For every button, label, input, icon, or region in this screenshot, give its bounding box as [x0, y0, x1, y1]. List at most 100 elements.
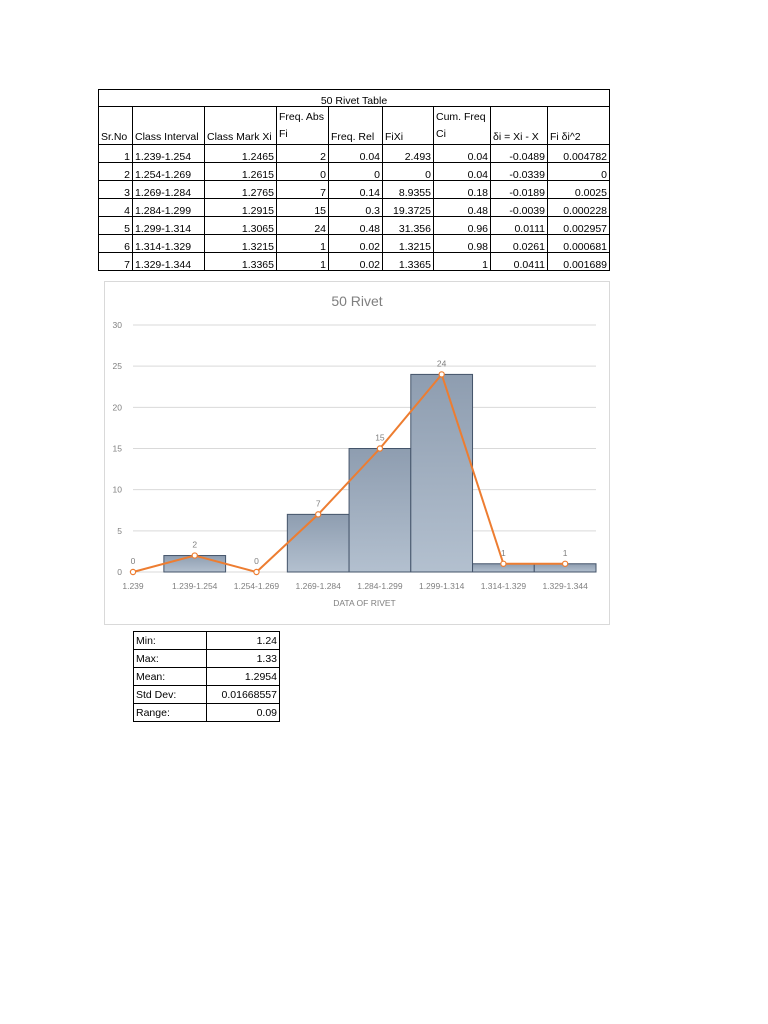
- table-cell: 0.18: [433, 180, 491, 199]
- table-cell: 1: [98, 144, 133, 163]
- frequency-point: [253, 568, 260, 576]
- table-cell: 1.2765: [204, 180, 277, 199]
- stats-row: Range: 0.09: [133, 703, 280, 722]
- table-cell: 5: [98, 216, 133, 235]
- stat-label: Min:: [133, 631, 207, 650]
- table-row: 5 1.299-1.314 1.3065 24 0.48 31.356 0.96 0.0111…: [98, 216, 610, 235]
- table-cell: 31.356: [382, 216, 434, 235]
- table-cell: 8.9355: [382, 180, 434, 199]
- table-cell: 0.0111: [490, 216, 548, 235]
- header-cum-freq: Cum. Freq Ci: [433, 106, 491, 145]
- table-cell: 0: [382, 162, 434, 181]
- table-cell: 1.3365: [382, 252, 434, 271]
- x-tick-label: 1.239-1.254: [172, 581, 218, 591]
- table-cell: 0.02: [328, 252, 383, 271]
- stat-label: Range:: [133, 703, 207, 722]
- table-cell: 0.0261: [490, 234, 548, 253]
- table-cell: 1.329-1.344: [132, 252, 205, 271]
- table-cell: 0.14: [328, 180, 383, 199]
- table-cell: 1.3365: [204, 252, 277, 271]
- x-tick-label: 1.239: [122, 581, 144, 591]
- table-cell: 0: [547, 162, 610, 181]
- table-cell: 0.001689: [547, 252, 610, 271]
- header-freq-rel: Freq. Rel: [328, 106, 383, 145]
- table-cell: -0.0489: [490, 144, 548, 163]
- frequency-polygon-line: [132, 372, 566, 574]
- stats-row: Mean: 1.2954: [133, 667, 280, 686]
- table-cell: 24: [276, 216, 329, 235]
- rivet-table: 50 Rivet Table Sr.No Class Interval Clas…: [98, 89, 610, 271]
- table-cell: 7: [98, 252, 133, 271]
- stats-row: Std Dev: 0.01668557: [133, 685, 280, 704]
- frequency-point: [376, 445, 384, 452]
- table-cell: 0.04: [328, 144, 383, 163]
- y-tick-label: 30: [113, 320, 123, 330]
- table-cell: 1.284-1.299: [132, 198, 205, 217]
- frequency-point: [314, 511, 322, 518]
- header-interval: Class Interval: [132, 106, 205, 145]
- data-label: 7: [316, 498, 321, 508]
- frequency-point: [561, 560, 569, 567]
- stats-row: Max: 1.33: [133, 649, 280, 668]
- frequency-point: [191, 552, 198, 559]
- frequency-point: [129, 568, 137, 576]
- y-tick-label: 25: [113, 361, 123, 371]
- table-cell: 1.299-1.314: [132, 216, 205, 235]
- x-tick-label: 1.314-1.329: [481, 581, 527, 591]
- table-cell: 1.239-1.254: [132, 144, 205, 163]
- stat-label: Mean:: [133, 667, 207, 686]
- y-tick-label: 20: [113, 402, 123, 412]
- y-tick-label: 10: [113, 485, 123, 495]
- table-cell: 1.269-1.284: [132, 180, 205, 199]
- data-label: 2: [192, 540, 197, 550]
- table-cell: 2: [276, 144, 329, 163]
- stat-value: 0.09: [206, 703, 280, 722]
- x-axis-title: DATA OF RIVET: [333, 598, 396, 608]
- table-row: 2 1.254-1.269 1.2615 0 0 0 0.04 -0.0339 0: [98, 162, 610, 181]
- chart-area: 50 Rivet 0 5 10 15 20 25 30 0 2 0 7 15 24 1 1 1.239 1.239…: [104, 281, 610, 625]
- table-cell: 1: [276, 234, 329, 253]
- table-cell: 0: [328, 162, 383, 181]
- table-cell: 0.96: [433, 216, 491, 235]
- y-tick-label: 5: [117, 526, 122, 536]
- table-cell: 0.004782: [547, 144, 610, 163]
- chart-title: 50 Rivet: [331, 293, 382, 309]
- table-title: 50 Rivet Table: [98, 89, 610, 107]
- table-cell: -0.0339: [490, 162, 548, 181]
- data-label: 1: [501, 548, 506, 558]
- stat-value: 1.24: [206, 631, 280, 650]
- table-row: 3 1.269-1.284 1.2765 7 0.14 8.9355 0.18 -0.0189…: [98, 180, 610, 199]
- table-cell: 1.3215: [382, 234, 434, 253]
- stat-value: 0.01668557: [206, 685, 280, 704]
- data-label: 24: [437, 358, 447, 368]
- frequency-point: [438, 371, 445, 378]
- table-cell: 1.2615: [204, 162, 277, 181]
- data-label: 1: [563, 548, 568, 558]
- header-fixi: FiXi: [382, 106, 434, 145]
- table-cell: 2.493: [382, 144, 434, 163]
- table-cell: 0.48: [433, 198, 491, 217]
- table-cell: 4: [98, 198, 133, 217]
- table-cell: 7: [276, 180, 329, 199]
- histogram-bar: [410, 373, 474, 573]
- x-tick-label: 1.329-1.344: [542, 581, 588, 591]
- data-label: 0: [254, 556, 259, 566]
- table-row: 7 1.329-1.344 1.3365 1 0.02 1.3365 1 0.0411 0.00…: [98, 252, 610, 271]
- table-cell: 0.04: [433, 162, 491, 181]
- y-tick-label: 0: [117, 567, 122, 577]
- stat-value: 1.33: [206, 649, 280, 668]
- histogram-bar: [286, 513, 350, 573]
- x-tick-label: 1.269-1.284: [296, 581, 342, 591]
- header-delta: δi = Xi - X: [490, 106, 548, 145]
- stats-row: Min: 1.24: [133, 631, 280, 650]
- data-label: 0: [131, 556, 136, 566]
- stats-table: Min: 1.24 Max: 1.33 Mean: 1.2954 Std Dev: 0.016…: [133, 631, 280, 722]
- table-cell: 0.98: [433, 234, 491, 253]
- header-srno: Sr.No: [98, 106, 133, 145]
- table-cell: 1.3215: [204, 234, 277, 253]
- table-cell: 15: [276, 198, 329, 217]
- header-fi-delta-sq: Fi δi^2: [547, 106, 610, 145]
- header-mark: Class Mark Xi: [204, 106, 277, 145]
- table-cell: 0.3: [328, 198, 383, 217]
